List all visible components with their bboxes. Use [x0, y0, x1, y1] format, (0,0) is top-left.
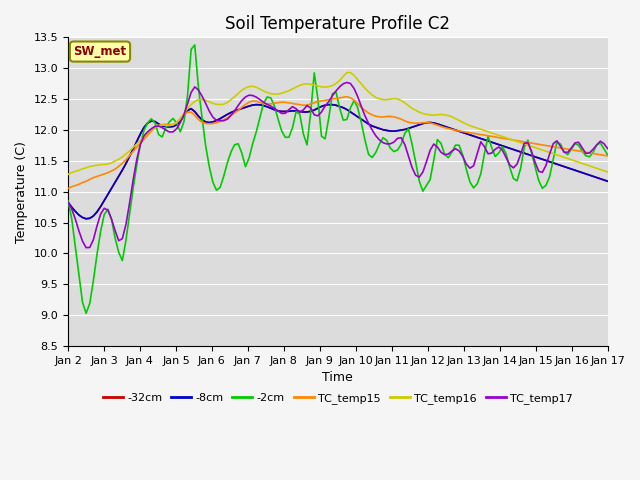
TC_temp16 [347, 70, 355, 75]
TC_temp17 [517, 151, 525, 157]
TC_temp17 [444, 151, 452, 157]
TC_temp16 [350, 72, 358, 78]
-32cm [285, 108, 292, 114]
-32cm [444, 125, 452, 131]
-32cm [83, 216, 90, 222]
TC_temp15 [64, 186, 72, 192]
Legend: -32cm, -8cm, -2cm, TC_temp15, TC_temp16, TC_temp17: -32cm, -8cm, -2cm, TC_temp15, TC_temp16,… [98, 389, 577, 408]
TC_temp17 [604, 145, 611, 151]
-2cm [191, 42, 198, 48]
-8cm [245, 103, 253, 109]
-8cm [517, 149, 525, 155]
TC_temp16 [372, 95, 380, 100]
TC_temp17 [343, 80, 351, 85]
TC_temp15 [343, 94, 351, 99]
-8cm [354, 114, 362, 120]
-8cm [444, 125, 452, 131]
X-axis label: Time: Time [323, 372, 353, 384]
TC_temp15 [604, 153, 611, 159]
TC_temp16 [604, 169, 611, 175]
-32cm [253, 102, 260, 108]
TC_temp15 [441, 125, 449, 131]
TC_temp17 [376, 137, 383, 143]
-2cm [376, 141, 383, 147]
-32cm [354, 114, 362, 120]
TC_temp17 [282, 110, 289, 116]
-32cm [517, 149, 525, 155]
-2cm [604, 152, 611, 157]
-8cm [64, 199, 72, 205]
-2cm [83, 311, 90, 316]
-8cm [83, 216, 90, 222]
-8cm [376, 126, 383, 132]
-2cm [354, 105, 362, 111]
-2cm [517, 165, 525, 171]
Line: TC_temp17: TC_temp17 [68, 83, 607, 248]
-32cm [64, 199, 72, 205]
-2cm [285, 134, 292, 140]
TC_temp16 [513, 139, 521, 144]
-8cm [604, 178, 611, 184]
TC_temp16 [278, 90, 285, 96]
TC_temp15 [513, 138, 521, 144]
TC_temp16 [242, 85, 250, 91]
TC_temp17 [354, 94, 362, 99]
TC_temp15 [372, 113, 380, 119]
TC_temp15 [242, 102, 250, 108]
-32cm [245, 103, 253, 109]
TC_temp15 [278, 99, 285, 105]
TC_temp16 [64, 171, 72, 177]
-2cm [249, 141, 257, 146]
-32cm [376, 126, 383, 132]
-8cm [285, 108, 292, 114]
Y-axis label: Temperature (C): Temperature (C) [15, 141, 28, 242]
Title: Soil Temperature Profile C2: Soil Temperature Profile C2 [225, 15, 451, 33]
Line: TC_temp16: TC_temp16 [68, 72, 607, 174]
TC_temp17 [245, 92, 253, 98]
Text: SW_met: SW_met [74, 45, 127, 58]
TC_temp15 [350, 97, 358, 103]
Line: -8cm: -8cm [68, 105, 607, 219]
-32cm [604, 178, 611, 184]
TC_temp16 [441, 112, 449, 118]
Line: -2cm: -2cm [68, 45, 607, 313]
-8cm [253, 102, 260, 108]
TC_temp17 [64, 199, 72, 205]
Line: -32cm: -32cm [68, 105, 607, 219]
TC_temp17 [83, 245, 90, 251]
-2cm [64, 198, 72, 204]
Line: TC_temp15: TC_temp15 [68, 96, 607, 189]
-2cm [444, 155, 452, 161]
